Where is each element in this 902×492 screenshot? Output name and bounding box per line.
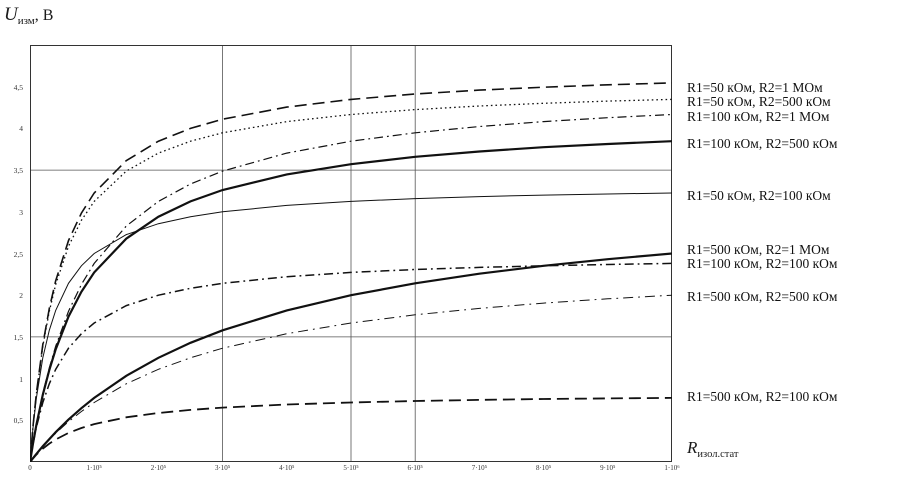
x-tick-label: 2·10⁵ (150, 464, 167, 472)
y-axis-unit: , В (34, 7, 54, 24)
x-axis-title: Rизол.стат (687, 438, 738, 460)
y-ticks: 0,5 1 1,5 2 2,5 3 3,5 4 4,5 (0, 45, 27, 462)
x-tick-label: 3·10⁵ (214, 464, 231, 472)
y-axis-title: Uизм, В (4, 4, 53, 27)
legend-item: R1=50 кОм, R2=1 МОм (687, 80, 823, 95)
legend-item: R1=100 кОм, R2=1 МОм (687, 109, 830, 124)
x-ticks: 0 1·10⁵ 2·10⁵ 3·10⁵ 4·10⁵ 5·10⁵ 6·10⁵ 7·10⁵ 8·10… (28, 464, 679, 478)
y-axis-subscript: изм (17, 15, 35, 28)
y-tick-label: 3 (19, 207, 23, 217)
y-tick-label: 0,5 (13, 416, 23, 426)
y-tick-label: 1,5 (13, 332, 23, 342)
x-tick-label: 8·10⁵ (535, 464, 552, 472)
y-tick-label: 4 (19, 124, 23, 134)
legend-item: R1=500 кОм, R2=1 МОм (687, 242, 830, 257)
legend-item: R1=500 кОм, R2=100 кОм (687, 389, 838, 404)
x-axis-subscript: изол.стат (697, 449, 739, 460)
y-tick-label: 2,5 (13, 249, 23, 259)
legend: R1=50 кОм, R2=1 МОм R1=50 кОм, R2=500 кОм… (687, 0, 900, 492)
series-curve-0 (30, 82, 672, 462)
y-tick-label: 1 (19, 374, 23, 384)
y-tick-label: 4,5 (13, 82, 23, 92)
series-curve-8 (30, 397, 672, 462)
x-tick-label: 6·10⁵ (407, 464, 423, 472)
x-tick-label: 5·10⁵ (343, 464, 359, 472)
series-curve-4 (30, 192, 672, 462)
x-tick-label: 7·10⁵ (471, 464, 488, 472)
y-axis-symbol: U (4, 4, 18, 25)
x-tick-label: 4·10⁵ (279, 464, 295, 472)
series-curve-6 (30, 262, 672, 462)
x-tick-label: 9·10⁵ (600, 464, 616, 472)
x-tick-label: 1·10⁵ (86, 464, 102, 472)
x-axis-symbol: R (687, 438, 698, 457)
y-tick-label: 3,5 (13, 166, 23, 176)
x-tick-label: 1·10⁶ (664, 464, 680, 472)
legend-item: R1=100 кОм, R2=100 кОм (687, 256, 838, 271)
y-tick-label: 2 (19, 291, 23, 301)
legend-item: R1=100 кОм, R2=500 кОм (687, 136, 838, 151)
series-curve-3 (30, 140, 672, 462)
legend-item: R1=50 кОм, R2=100 кОм (687, 188, 831, 203)
x-tick-label: 0 (28, 464, 32, 472)
legend-item: R1=500 кОм, R2=500 кОм (687, 289, 838, 304)
series-curve-2 (30, 113, 672, 462)
series-curve-1 (30, 98, 672, 462)
plot-svg (30, 45, 672, 462)
legend-item: R1=50 кОм, R2=500 кОм (687, 94, 831, 109)
